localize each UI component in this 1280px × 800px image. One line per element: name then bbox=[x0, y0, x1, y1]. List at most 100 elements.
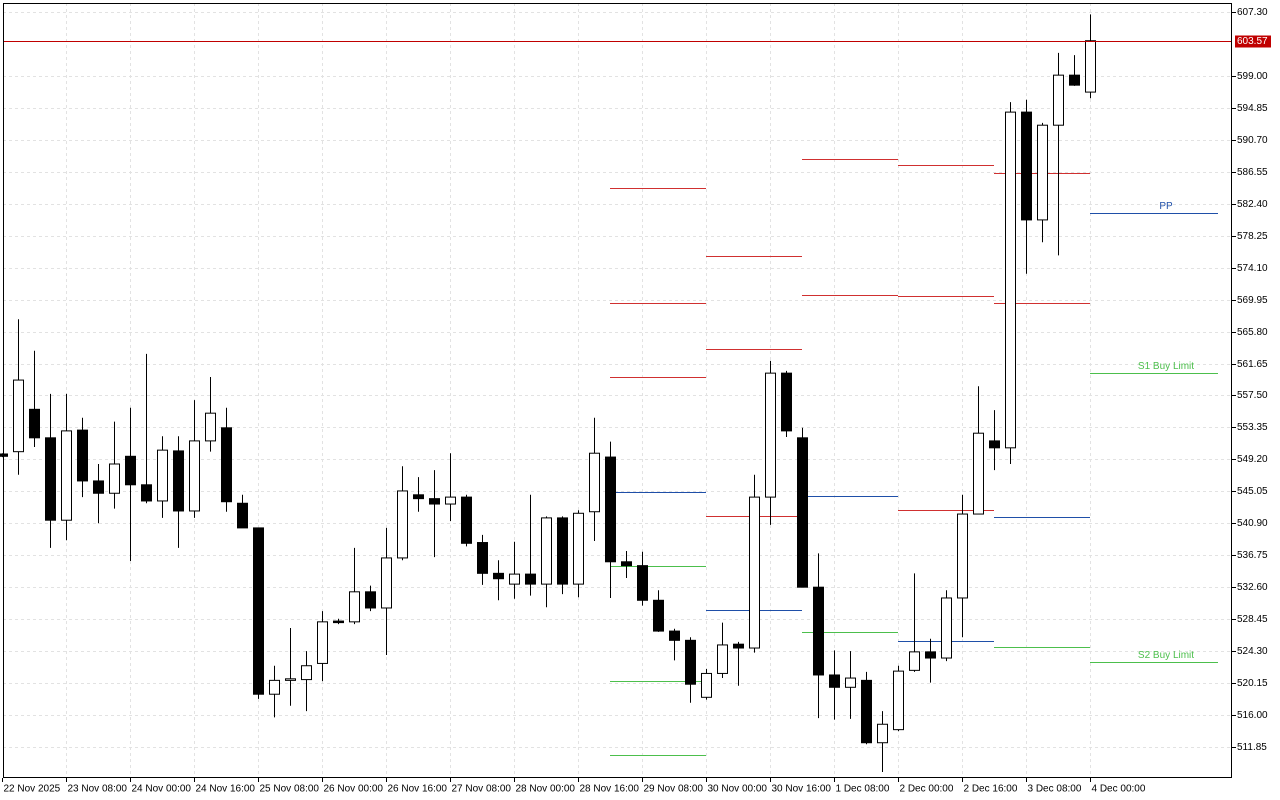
candle-body bbox=[941, 597, 952, 659]
candle-body bbox=[397, 490, 408, 559]
y-tick-label: 528.45 bbox=[1237, 614, 1268, 625]
candle-body bbox=[381, 557, 392, 609]
y-tick-label: 586.55 bbox=[1237, 167, 1268, 178]
x-tick-label: 26 Nov 16:00 bbox=[388, 784, 448, 795]
candle-body bbox=[541, 517, 552, 585]
y-tick-label: 565.80 bbox=[1237, 327, 1268, 338]
candle-body bbox=[61, 430, 72, 521]
candles bbox=[0, 14, 1096, 772]
y-tick-label: 511.85 bbox=[1237, 742, 1267, 753]
candle-body bbox=[573, 512, 584, 585]
candle-body bbox=[925, 651, 936, 659]
candle-body bbox=[301, 665, 312, 681]
candle-body bbox=[717, 644, 728, 674]
candle-body bbox=[333, 620, 344, 624]
y-tick-label: 594.85 bbox=[1237, 103, 1268, 114]
candle-body bbox=[189, 440, 200, 512]
y-tick-label: 553.35 bbox=[1237, 422, 1268, 433]
candle-body bbox=[989, 440, 1000, 449]
candle-body bbox=[701, 672, 712, 698]
candle-body bbox=[29, 408, 40, 439]
y-tick-label: 574.10 bbox=[1237, 263, 1268, 274]
x-tick-label: 3 Dec 08:00 bbox=[1028, 784, 1082, 795]
candle-body bbox=[429, 498, 440, 505]
x-tick-label: 1 Dec 08:00 bbox=[836, 784, 890, 795]
candle-body bbox=[141, 484, 152, 502]
x-tick-label: 24 Nov 00:00 bbox=[132, 784, 192, 795]
candle-body bbox=[957, 513, 968, 599]
candle-body bbox=[349, 591, 360, 623]
y-tick-label: 561.65 bbox=[1237, 359, 1268, 370]
x-tick-label: 28 Nov 16:00 bbox=[580, 784, 640, 795]
candle-body bbox=[653, 599, 664, 632]
candle-body bbox=[237, 502, 248, 529]
level-label: S2 Buy Limit bbox=[1138, 650, 1194, 661]
candle-body bbox=[797, 437, 808, 588]
candle-body bbox=[269, 679, 280, 695]
candle-body bbox=[669, 630, 680, 641]
candle-body bbox=[1069, 74, 1080, 86]
candle-body bbox=[605, 456, 616, 563]
candle-body bbox=[1005, 111, 1016, 449]
x-tick-label: 27 Nov 08:00 bbox=[452, 784, 512, 795]
candle-body bbox=[829, 674, 840, 688]
candle-body bbox=[365, 591, 376, 609]
candle-body bbox=[861, 679, 872, 744]
candle-body bbox=[1021, 111, 1032, 221]
candle-body bbox=[557, 517, 568, 585]
candle-body bbox=[733, 643, 744, 649]
candle-body bbox=[589, 452, 600, 513]
candle-body bbox=[493, 572, 504, 580]
x-tick-label: 30 Nov 16:00 bbox=[772, 784, 832, 795]
candle-body bbox=[109, 463, 120, 494]
candle-body bbox=[685, 639, 696, 685]
level-label: S1 Buy Limit bbox=[1138, 361, 1194, 372]
last-price-box bbox=[1235, 35, 1271, 48]
x-tick-label: 4 Dec 00:00 bbox=[1092, 784, 1146, 795]
grid bbox=[3, 3, 1232, 778]
candle-body bbox=[525, 573, 536, 585]
candle-body bbox=[973, 432, 984, 515]
plot-frame bbox=[3, 3, 1232, 778]
x-tick-label: 23 Nov 08:00 bbox=[68, 784, 128, 795]
candle-body bbox=[637, 565, 648, 601]
y-tick-label: 599.00 bbox=[1237, 71, 1268, 82]
candle-body bbox=[157, 449, 168, 502]
x-tick-label: 24 Nov 16:00 bbox=[196, 784, 256, 795]
x-tick-label: 26 Nov 00:00 bbox=[324, 784, 384, 795]
candle-body bbox=[221, 427, 232, 503]
candle-body bbox=[125, 455, 136, 486]
candle-body bbox=[765, 372, 776, 498]
x-tick-label: 2 Dec 16:00 bbox=[964, 784, 1018, 795]
candle-body bbox=[1037, 124, 1048, 221]
candle-body bbox=[621, 561, 632, 567]
candle-body bbox=[413, 494, 424, 500]
y-tick-label: 545.05 bbox=[1237, 486, 1268, 497]
x-tick-label: 29 Nov 08:00 bbox=[644, 784, 704, 795]
level-label: PP bbox=[1159, 201, 1173, 212]
y-tick-label: 557.50 bbox=[1237, 390, 1268, 401]
candle-body bbox=[317, 621, 328, 664]
y-tick-label: 590.70 bbox=[1237, 135, 1268, 146]
candle-body bbox=[1085, 40, 1096, 93]
x-tick-label: 22 Nov 2025 bbox=[4, 784, 61, 795]
candle-body bbox=[93, 480, 104, 494]
x-tick-label: 25 Nov 08:00 bbox=[260, 784, 320, 795]
candle-body bbox=[173, 450, 184, 512]
candle-body bbox=[877, 723, 888, 744]
y-tick-label: 569.95 bbox=[1237, 295, 1268, 306]
candle-body bbox=[45, 437, 56, 521]
y-tick-label: 582.40 bbox=[1237, 199, 1268, 210]
x-tick-label: 2 Dec 00:00 bbox=[900, 784, 954, 795]
candle-body bbox=[477, 542, 488, 574]
candle-body bbox=[845, 677, 856, 688]
x-tick-label: 28 Nov 00:00 bbox=[516, 784, 576, 795]
candle-body bbox=[909, 651, 920, 671]
last-price-label: 603.57 bbox=[1237, 36, 1268, 47]
candle-body bbox=[77, 429, 88, 482]
y-tick-label: 578.25 bbox=[1237, 231, 1268, 242]
candle-body bbox=[253, 527, 264, 695]
candle-body bbox=[781, 372, 792, 432]
candle-body bbox=[749, 496, 760, 649]
